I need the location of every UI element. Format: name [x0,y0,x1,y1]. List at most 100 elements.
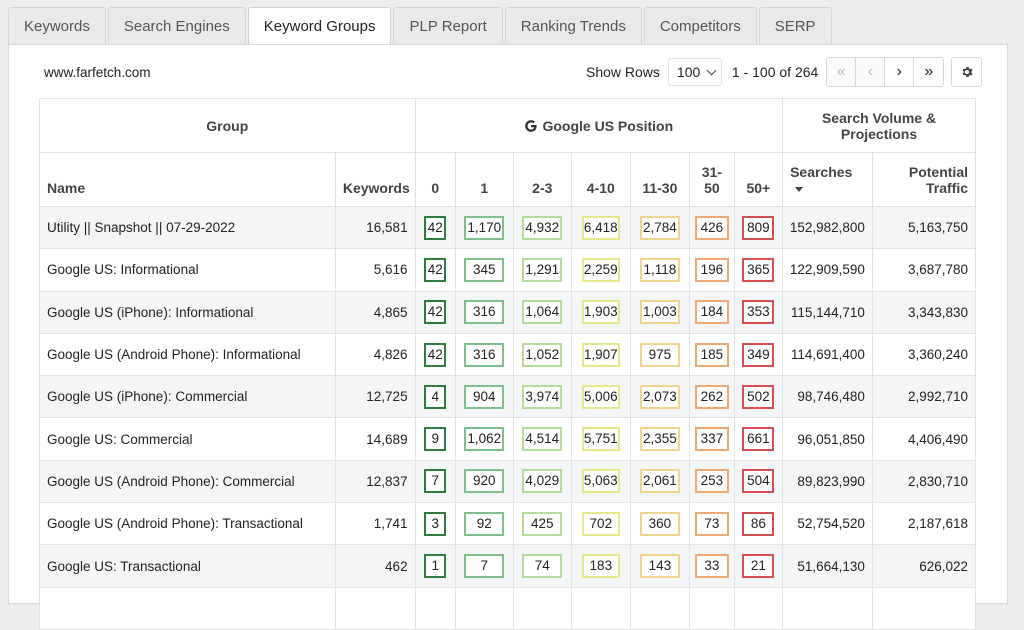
col-pos-1[interactable]: 1 [454,152,514,207]
position-badge[interactable]: 809 [742,215,775,240]
position-badge[interactable]: 143 [639,554,680,579]
position-badge[interactable]: 1,170 [464,215,505,240]
position-badge[interactable]: 1,003 [639,300,680,325]
position-badge[interactable]: 92 [464,511,505,536]
position-badge[interactable]: 904 [464,384,505,409]
position-badge[interactable]: 42 [424,257,447,282]
position-badge[interactable]: 1,062 [464,427,505,452]
position-badge[interactable]: 504 [742,469,775,494]
table-row[interactable] [39,586,977,630]
settings-button[interactable] [951,57,983,87]
row-name[interactable]: Google US (iPhone): Commercial [39,375,336,419]
position-badge[interactable]: 345 [464,257,505,282]
col-pos-4-10[interactable]: 4-10 [571,152,631,207]
tab-keyword-groups[interactable]: Keyword Groups [247,7,392,46]
position-badge[interactable]: 196 [694,257,729,282]
row-name[interactable]: Google US (iPhone): Informational [39,290,336,334]
position-badge[interactable]: 73 [694,511,729,536]
position-badge[interactable]: 184 [694,300,729,325]
next-page-button[interactable]: › [885,58,915,86]
position-badge[interactable]: 353 [742,300,775,325]
table-row[interactable]: Google US: Transactional 462 1 7 74 183 143 33 2… [39,544,977,588]
position-badge[interactable]: 262 [694,384,729,409]
position-badge[interactable]: 86 [742,511,775,536]
position-badge[interactable]: 3,974 [522,384,563,409]
col-pos-50-plus[interactable]: 50+ [733,152,784,207]
first-page-button[interactable]: « [827,58,857,86]
position-badge[interactable]: 5,751 [581,427,620,452]
position-badge[interactable]: 2,061 [639,469,680,494]
position-badge[interactable]: 183 [581,554,620,579]
row-name[interactable]: Google US (Android Phone): Commercial [39,459,336,504]
position-badge[interactable]: 2,073 [639,384,680,409]
position-badge[interactable]: 21 [742,554,775,579]
tab-keywords[interactable]: Keywords [8,7,106,45]
position-badge[interactable]: 5,063 [581,469,620,494]
position-badge[interactable]: 7 [424,469,447,494]
position-badge[interactable]: 7 [464,554,505,579]
position-badge[interactable]: 2,355 [639,427,680,452]
position-badge[interactable]: 1,064 [522,300,563,325]
position-badge[interactable]: 1,052 [522,342,563,367]
rows-per-page-select[interactable]: 100 [667,58,722,86]
position-badge[interactable]: 2,259 [581,257,620,282]
col-pos-31-50[interactable]: 31-50 [689,152,735,207]
position-badge[interactable]: 425 [522,511,563,536]
table-row[interactable]: Google US: Commercial 14,689 9 1,062 4,514 5,… [39,417,977,461]
tab-ranking-trends[interactable]: Ranking Trends [504,7,642,45]
tab-search-engines[interactable]: Search Engines [107,7,246,45]
position-badge[interactable]: 253 [694,469,729,494]
position-badge[interactable]: 42 [424,300,447,325]
position-badge[interactable]: 1,903 [581,300,620,325]
table-row[interactable]: Google US (iPhone): Commercial 12,725 4 904… [39,375,977,419]
position-badge[interactable]: 661 [742,427,775,452]
position-badge[interactable]: 4,932 [522,215,563,240]
position-badge[interactable]: 4,514 [522,427,563,452]
position-badge[interactable]: 33 [694,554,729,579]
row-name[interactable]: Google US (Android Phone): Informational [39,332,336,377]
col-potential-traffic[interactable]: Potential Traffic [871,152,977,207]
table-row[interactable]: Utility || Snapshot || 07-29-2022 16,581 4… [39,205,977,250]
position-badge[interactable]: 365 [742,257,775,282]
position-badge[interactable]: 4,029 [522,469,563,494]
position-badge[interactable]: 1,291 [522,257,563,282]
table-row[interactable]: Google US: Informational 5,616 42 345 1,291 2… [39,248,977,292]
position-badge[interactable]: 316 [464,300,505,325]
position-badge[interactable]: 702 [581,511,620,536]
col-pos-2-3[interactable]: 2-3 [512,152,573,207]
position-badge[interactable]: 426 [694,215,729,240]
position-badge[interactable]: 316 [464,342,505,367]
table-row[interactable]: Google US (Android Phone): Informational… [39,332,977,377]
col-name[interactable]: Name [39,152,336,207]
position-badge[interactable]: 9 [424,427,447,452]
position-badge[interactable]: 42 [424,342,447,367]
position-badge[interactable]: 5,006 [581,384,620,409]
position-badge[interactable]: 42 [424,215,447,240]
row-name[interactable]: Google US (Android Phone): Transactional [39,502,336,546]
row-name[interactable]: Google US: Commercial [39,417,336,461]
col-pos-0[interactable]: 0 [414,152,456,207]
tab-plp-report[interactable]: PLP Report [393,7,503,45]
table-row[interactable]: Google US (Android Phone): Transactional… [39,502,977,546]
table-row[interactable]: Google US (iPhone): Informational 4,865 42… [39,290,977,334]
position-badge[interactable]: 4 [424,384,447,409]
tab-serp[interactable]: SERP [758,7,832,45]
row-name[interactable]: Google US: Transactional [39,544,336,588]
position-badge[interactable]: 920 [464,469,505,494]
position-badge[interactable]: 1 [424,554,447,579]
col-keywords[interactable]: Keywords [334,152,416,207]
row-name[interactable]: Google US: Informational [39,248,336,292]
row-name[interactable]: Utility || Snapshot || 07-29-2022 [39,205,336,250]
position-badge[interactable]: 2,784 [639,215,680,240]
position-badge[interactable]: 74 [522,554,563,579]
col-pos-11-30[interactable]: 11-30 [629,152,691,207]
position-badge[interactable]: 1,907 [581,342,620,367]
tab-competitors[interactable]: Competitors [643,7,757,45]
position-badge[interactable]: 6,418 [581,215,620,240]
position-badge[interactable]: 349 [742,342,775,367]
last-page-button[interactable]: » [914,58,944,86]
col-searches[interactable]: Searches [782,152,873,207]
position-badge[interactable]: 1,118 [639,257,680,282]
position-badge[interactable]: 360 [639,511,680,536]
position-badge[interactable]: 185 [694,342,729,367]
